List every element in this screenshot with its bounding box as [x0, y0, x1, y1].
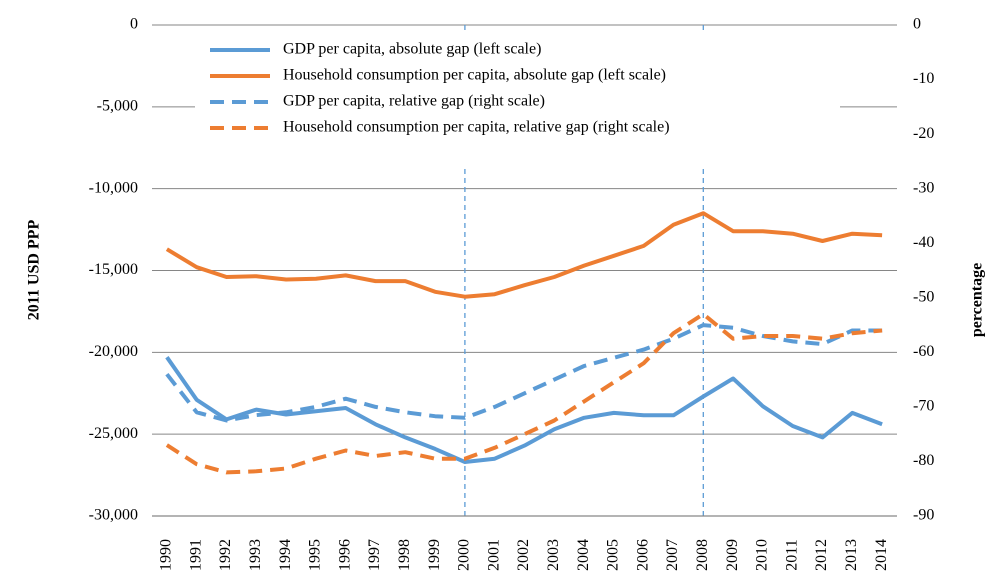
legend-label: GDP per capita, relative gap (right scal…: [283, 93, 545, 110]
x-tick-label: 2009: [724, 539, 741, 571]
x-tick-label: 1993: [247, 539, 264, 571]
y2-tick-label: -50: [913, 288, 934, 305]
x-tick-label: 2003: [545, 539, 562, 571]
x-tick-label: 1999: [426, 539, 443, 571]
y-tick-label: -20,000: [89, 343, 138, 360]
x-tick-label: 1998: [396, 539, 413, 571]
x-tick-label: 2012: [813, 539, 830, 571]
y2-axis-label: percentage: [969, 263, 986, 337]
y-tick-label: -10,000: [89, 179, 138, 196]
y2-tick-label: -10: [913, 70, 934, 87]
x-tick-label: 1995: [307, 539, 324, 571]
y-tick-label: -5,000: [97, 98, 138, 115]
series-line: [165, 211, 883, 299]
y-tick-label: -25,000: [89, 425, 138, 442]
legend-label: GDP per capita, absolute gap (left scale…: [283, 41, 541, 58]
series-line: [165, 323, 883, 423]
y2-tick-label: -20: [913, 125, 934, 142]
x-tick-label: 1992: [217, 539, 234, 571]
x-tick-label: 2006: [634, 539, 651, 571]
x-tick-label: 2005: [605, 539, 622, 571]
x-tick-label: 2001: [485, 539, 502, 571]
x-tick-label: 2007: [664, 539, 681, 571]
y-axis-label: 2011 USD PPP: [26, 220, 43, 321]
legend-label: Household consumption per capita, absolu…: [283, 67, 666, 84]
y-tick-label: -30,000: [89, 507, 138, 524]
y2-tick-label: -90: [913, 507, 934, 524]
y-tick-label: 0: [130, 16, 138, 33]
x-tick-label: 2000: [456, 539, 473, 571]
x-tick-label: 2008: [694, 539, 711, 571]
x-tick-label: 1994: [277, 539, 294, 571]
x-tick-label: 2004: [575, 539, 592, 571]
x-tick-label: 2002: [515, 539, 532, 571]
x-tick-label: 2014: [873, 539, 890, 571]
x-tick-label: 1997: [366, 539, 383, 571]
y2-tick-label: -40: [913, 234, 934, 251]
x-tick-label: 2010: [754, 539, 771, 571]
series-line: [165, 356, 883, 464]
y2-tick-label: -70: [913, 398, 934, 415]
x-tick-label: 2013: [843, 539, 860, 571]
y-tick-label: -15,000: [89, 261, 138, 278]
y2-tick-label: 0: [913, 16, 921, 33]
x-tick-label: 1990: [158, 539, 175, 571]
y2-tick-label: -80: [913, 452, 934, 469]
legend-label: Household consumption per capita, relati…: [283, 119, 670, 136]
x-tick-label: 2011: [783, 539, 800, 570]
legend-box: [195, 34, 840, 168]
y2-tick-label: -30: [913, 179, 934, 196]
x-tick-label: 1996: [336, 539, 353, 571]
y2-tick-label: -60: [913, 343, 934, 360]
x-tick-label: 1991: [187, 539, 204, 571]
